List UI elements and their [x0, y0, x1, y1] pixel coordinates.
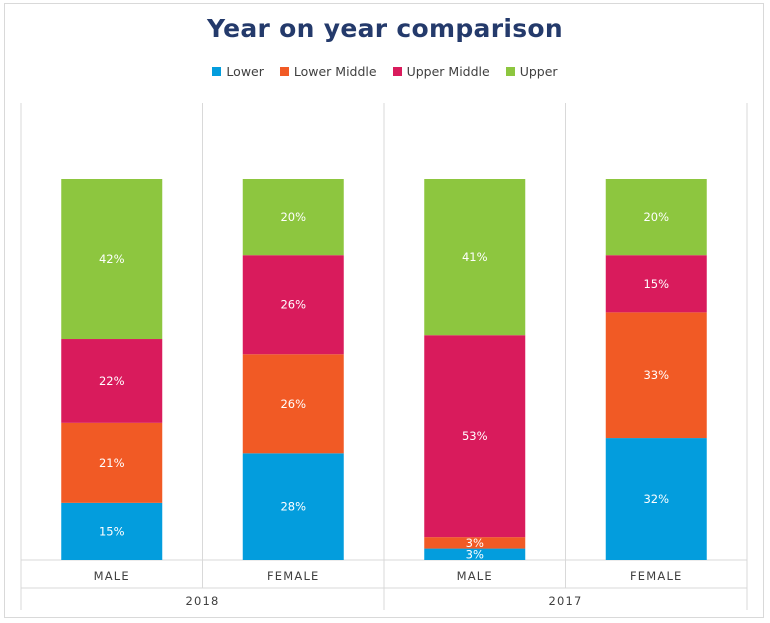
- bar-segment: [605, 312, 707, 439]
- bar-segment: [605, 179, 707, 256]
- x-group-label: 2017: [548, 594, 582, 608]
- legend-swatch: [392, 67, 402, 76]
- data-label: 15%: [643, 277, 669, 291]
- legend-item: Lower Middle: [279, 64, 377, 79]
- bar-segment: [242, 453, 344, 560]
- legend-item: Upper Middle: [392, 64, 490, 79]
- chart-frame: [4, 3, 764, 618]
- data-label: 3%: [466, 547, 484, 561]
- data-label: 42%: [99, 252, 125, 266]
- bar-segment: [61, 502, 163, 560]
- legend-swatch: [212, 67, 222, 76]
- bar-segment: [61, 422, 163, 503]
- legend-label: Upper: [519, 64, 558, 79]
- data-label: 28%: [280, 500, 306, 514]
- data-label: 32%: [643, 492, 669, 506]
- data-label: 21%: [99, 456, 125, 470]
- legend-swatch: [279, 67, 289, 76]
- bar-segment: [61, 339, 163, 423]
- bar-segment: [605, 255, 707, 313]
- x-tick-label: FEMALE: [267, 569, 320, 583]
- legend-label: Lower: [226, 64, 264, 79]
- bar-segment: [242, 179, 344, 256]
- x-tick-label: MALE: [457, 569, 493, 583]
- bar-segment: [424, 548, 526, 560]
- bar-segment: [424, 179, 526, 336]
- data-label: 41%: [462, 250, 488, 264]
- legend-item: Lower: [212, 64, 264, 79]
- x-group-label: 2018: [185, 594, 219, 608]
- data-label: 20%: [280, 210, 306, 224]
- bar-segment: [424, 537, 526, 549]
- data-label: 53%: [462, 429, 488, 443]
- bar-segment: [242, 255, 344, 355]
- bar-segment: [61, 179, 163, 340]
- data-label: 22%: [99, 374, 125, 388]
- legend-item: Upper: [505, 64, 558, 79]
- chart-legend: Lower Lower Middle Upper Middle Upper: [0, 64, 770, 79]
- data-label: 15%: [99, 524, 125, 538]
- bar-segment: [424, 335, 526, 538]
- data-label: 20%: [643, 210, 669, 224]
- chart-title: Year on year comparison: [207, 14, 563, 43]
- data-label: 3%: [466, 536, 484, 550]
- bar-segment: [605, 438, 707, 560]
- legend-label: Upper Middle: [406, 64, 490, 79]
- data-label: 26%: [280, 397, 306, 411]
- data-label: 26%: [280, 298, 306, 312]
- x-tick-label: MALE: [94, 569, 130, 583]
- bar-segment: [242, 354, 344, 454]
- x-tick-label: FEMALE: [630, 569, 683, 583]
- legend-swatch: [505, 67, 515, 76]
- data-label: 33%: [643, 368, 669, 382]
- legend-label: Lower Middle: [293, 64, 377, 79]
